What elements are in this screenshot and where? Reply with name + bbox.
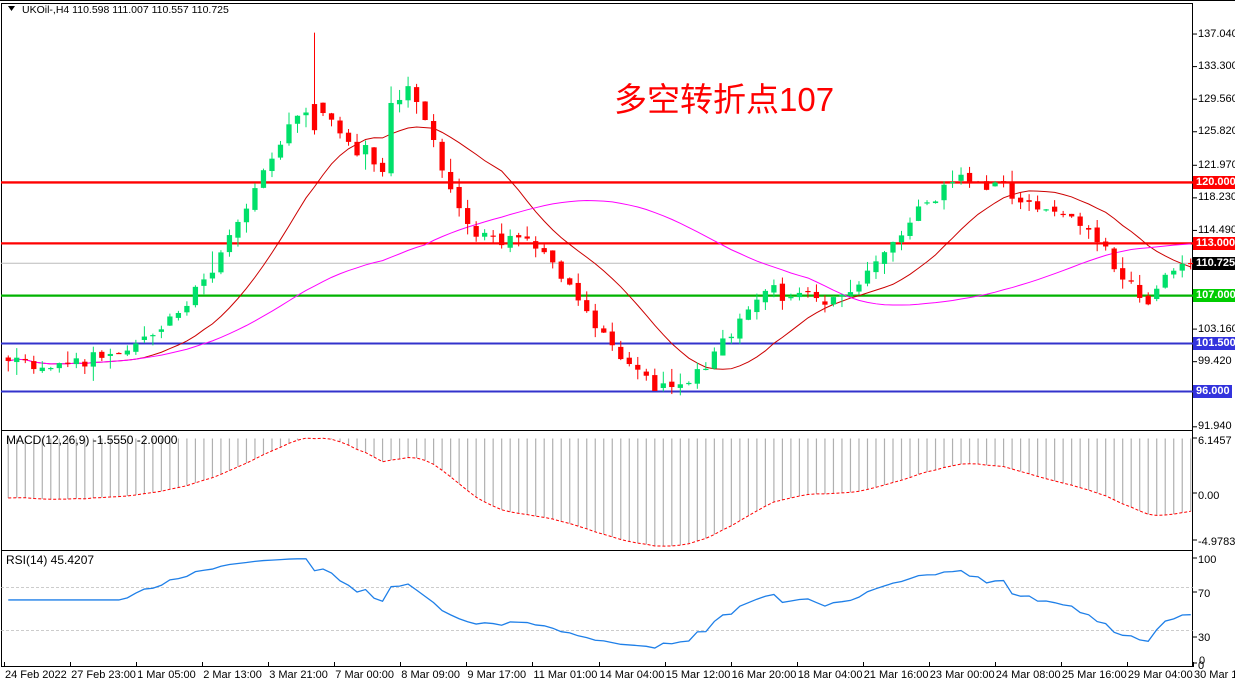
svg-text:6.1457: 6.1457 [1198, 435, 1232, 447]
svg-text:100: 100 [1198, 554, 1216, 566]
svg-text:70: 70 [1198, 588, 1210, 600]
svg-text:-4.9783: -4.9783 [1198, 536, 1235, 548]
svg-text:0.00: 0.00 [1198, 490, 1219, 502]
svg-text:UKOil-,H4 110.598 111.007 110: UKOil-,H4 110.598 111.007 110.557 110.72… [22, 4, 229, 16]
svg-text:多空转折点107: 多空转折点107 [614, 81, 834, 118]
svg-text:RSI(14) 45.4207: RSI(14) 45.4207 [6, 553, 94, 567]
svg-text:30: 30 [1198, 632, 1210, 644]
svg-text:MACD(12,26,9) -1.5550 -2.0000: MACD(12,26,9) -1.5550 -2.0000 [6, 433, 178, 447]
